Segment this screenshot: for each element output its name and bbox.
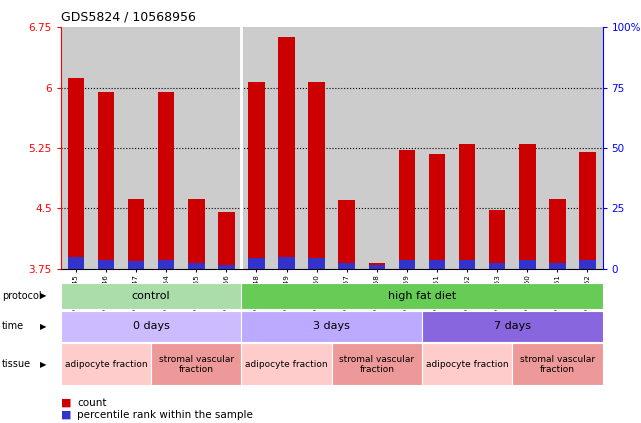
Bar (128, 199, 144, 269)
Text: time: time (2, 321, 24, 331)
Bar (399, 260, 415, 269)
Bar (549, 263, 565, 269)
Text: stromal vascular
fraction: stromal vascular fraction (339, 354, 415, 374)
Bar (278, 37, 295, 269)
Text: high fat diet: high fat diet (388, 291, 456, 301)
Text: GDS5824 / 10568956: GDS5824 / 10568956 (61, 11, 196, 24)
Text: 7 days: 7 days (494, 321, 531, 331)
Text: control: control (132, 291, 171, 301)
Text: ▶: ▶ (40, 291, 47, 300)
Text: percentile rank within the sample: percentile rank within the sample (77, 409, 253, 420)
Bar (489, 263, 506, 269)
Bar (459, 260, 476, 269)
Text: protocol: protocol (2, 291, 42, 301)
Bar (68, 257, 84, 269)
Bar (369, 265, 385, 269)
Bar (218, 212, 235, 269)
Bar (188, 199, 204, 269)
Bar (429, 154, 445, 269)
Bar (549, 199, 565, 269)
Text: ▶: ▶ (40, 322, 47, 331)
Bar (579, 152, 595, 269)
Bar (519, 144, 536, 269)
Text: stromal vascular
fraction: stromal vascular fraction (159, 354, 234, 374)
Text: adipocyte fraction: adipocyte fraction (426, 360, 508, 369)
Bar (519, 260, 536, 269)
Bar (459, 144, 476, 269)
Bar (369, 263, 385, 269)
Bar (128, 261, 144, 269)
Bar (218, 265, 235, 269)
Text: count: count (77, 398, 106, 408)
Text: adipocyte fraction: adipocyte fraction (65, 360, 147, 369)
Text: ■: ■ (61, 398, 71, 408)
Bar (579, 260, 595, 269)
Bar (308, 258, 325, 269)
Bar (248, 82, 265, 269)
Text: adipocyte fraction: adipocyte fraction (246, 360, 328, 369)
Bar (188, 263, 204, 269)
Bar (98, 260, 114, 269)
Bar (158, 260, 174, 269)
Bar (429, 260, 445, 269)
Bar (248, 258, 265, 269)
Text: 0 days: 0 days (133, 321, 170, 331)
Bar (278, 257, 295, 269)
Text: 3 days: 3 days (313, 321, 350, 331)
Text: ▶: ▶ (40, 360, 47, 369)
Text: tissue: tissue (2, 359, 31, 369)
Bar (338, 263, 355, 269)
Bar (308, 82, 325, 269)
Bar (158, 92, 174, 269)
Bar (68, 78, 84, 269)
Bar (399, 151, 415, 269)
Text: stromal vascular
fraction: stromal vascular fraction (520, 354, 595, 374)
Text: ■: ■ (61, 409, 71, 420)
Bar (98, 92, 114, 269)
Bar (489, 210, 506, 269)
Bar (338, 201, 355, 269)
